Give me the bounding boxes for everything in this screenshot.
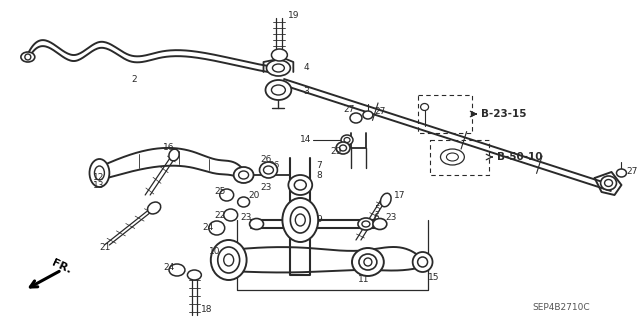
Text: 26: 26 (260, 155, 272, 165)
Ellipse shape (363, 111, 373, 119)
Ellipse shape (373, 219, 387, 229)
Ellipse shape (271, 85, 285, 95)
Ellipse shape (336, 142, 350, 154)
Ellipse shape (260, 162, 277, 178)
Ellipse shape (282, 198, 318, 242)
Text: 27: 27 (374, 108, 385, 116)
Ellipse shape (266, 80, 291, 100)
Ellipse shape (239, 171, 248, 179)
Ellipse shape (25, 54, 31, 60)
Ellipse shape (169, 264, 185, 276)
Ellipse shape (211, 240, 246, 280)
Text: 21: 21 (99, 243, 111, 253)
Ellipse shape (289, 175, 312, 195)
Ellipse shape (224, 254, 234, 266)
Ellipse shape (350, 113, 362, 123)
Text: 18: 18 (201, 306, 212, 315)
Ellipse shape (440, 149, 465, 165)
Ellipse shape (295, 214, 305, 226)
Text: 12: 12 (92, 174, 104, 182)
Ellipse shape (364, 258, 372, 266)
Ellipse shape (413, 252, 433, 272)
Ellipse shape (188, 270, 202, 280)
Ellipse shape (148, 202, 161, 214)
Text: 27: 27 (343, 106, 355, 115)
Ellipse shape (95, 166, 104, 180)
Ellipse shape (605, 180, 612, 187)
Text: FR.: FR. (50, 257, 72, 275)
Ellipse shape (266, 60, 291, 76)
Ellipse shape (420, 103, 429, 110)
Text: SEP4B2710C: SEP4B2710C (532, 303, 589, 313)
Ellipse shape (616, 169, 627, 177)
Text: 6: 6 (374, 213, 380, 222)
Ellipse shape (271, 49, 287, 61)
Ellipse shape (21, 52, 35, 62)
Text: 9: 9 (316, 216, 322, 225)
Ellipse shape (209, 221, 225, 235)
Text: 14: 14 (300, 136, 312, 145)
Text: 23: 23 (260, 183, 272, 192)
Text: 29: 29 (330, 147, 342, 157)
Ellipse shape (600, 176, 616, 190)
Ellipse shape (381, 193, 391, 207)
Ellipse shape (237, 197, 250, 207)
Ellipse shape (90, 159, 109, 187)
Ellipse shape (344, 137, 350, 143)
Text: 10: 10 (209, 248, 220, 256)
Bar (418, 95, 472, 133)
Ellipse shape (218, 247, 239, 273)
Text: B-23-15: B-23-15 (481, 109, 527, 119)
Ellipse shape (169, 149, 179, 161)
Text: 20: 20 (248, 190, 260, 199)
Ellipse shape (340, 145, 346, 151)
Ellipse shape (273, 64, 284, 72)
Ellipse shape (291, 207, 310, 233)
Ellipse shape (359, 254, 377, 270)
Text: 27: 27 (627, 167, 638, 176)
Text: 26: 26 (268, 160, 280, 169)
Text: 24: 24 (203, 224, 214, 233)
Ellipse shape (294, 180, 307, 190)
Ellipse shape (447, 153, 458, 161)
Text: B-50-10: B-50-10 (497, 152, 543, 162)
Bar (429, 140, 489, 175)
Ellipse shape (362, 221, 370, 227)
Text: 3: 3 (303, 87, 309, 97)
Text: 4: 4 (303, 63, 309, 72)
Text: 13: 13 (92, 182, 104, 190)
Text: 17: 17 (394, 191, 405, 201)
Ellipse shape (220, 189, 234, 201)
Text: 8: 8 (316, 170, 322, 180)
Text: 19: 19 (289, 11, 300, 20)
Text: 7: 7 (316, 160, 322, 169)
Text: 11: 11 (358, 276, 369, 285)
Text: 22: 22 (215, 211, 226, 219)
Ellipse shape (352, 248, 384, 276)
Ellipse shape (358, 218, 374, 230)
Text: 25: 25 (215, 188, 226, 197)
Ellipse shape (341, 135, 353, 145)
Ellipse shape (224, 209, 237, 221)
Ellipse shape (250, 219, 264, 229)
Text: 15: 15 (428, 273, 439, 283)
Text: 2: 2 (131, 76, 137, 85)
Text: 23: 23 (386, 213, 397, 222)
Text: 23: 23 (241, 213, 252, 222)
Text: 24: 24 (163, 263, 174, 272)
Ellipse shape (264, 166, 273, 174)
Ellipse shape (418, 257, 428, 267)
Text: 16: 16 (163, 144, 175, 152)
Ellipse shape (234, 167, 253, 183)
Text: 5: 5 (374, 205, 380, 214)
